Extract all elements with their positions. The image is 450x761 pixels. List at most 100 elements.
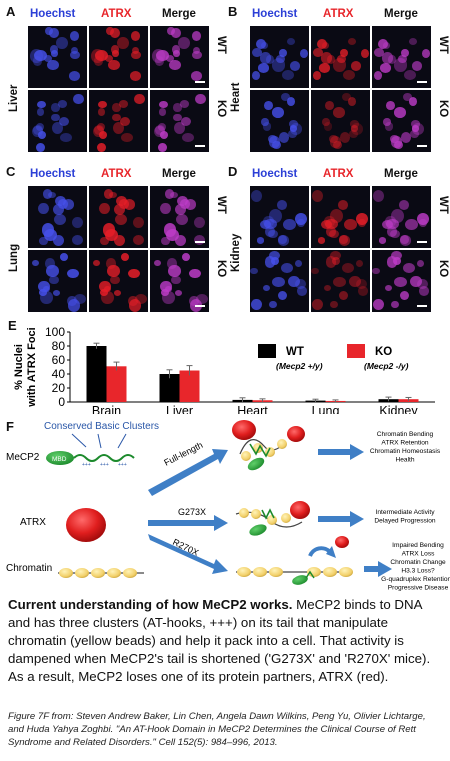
panel-c: C Hoechst ATRX Merge Lung WT KO: [6, 166, 224, 318]
caption-heading: Current understanding of how MeCP2 works…: [8, 597, 292, 612]
micrograph-wt-atrx: [89, 186, 148, 248]
micrograph-wt-hoechst: [250, 186, 309, 248]
channel-label-atrx: ATRX: [101, 168, 131, 180]
panel-a: A Hoechst ATRX Merge Liver WT KO: [6, 6, 224, 158]
channel-label-merge: Merge: [384, 168, 418, 180]
micrograph-ko-atrx: [311, 90, 370, 152]
bar-wt-liver: [160, 374, 180, 402]
genotype-label-ko: KO: [215, 260, 227, 277]
outcome-r270x: Impaired Bending ATRX Loss Chromatin Chang…: [381, 542, 450, 592]
micrograph-wt-atrx: [311, 186, 370, 248]
tissue-label-lung: Lung: [8, 244, 20, 272]
micrograph-wt-hoechst: [28, 186, 87, 248]
micrograph-ko-merge: [150, 250, 209, 312]
channel-label-hoechst: Hoechst: [252, 8, 297, 20]
panel-b: B Hoechst ATRX Merge Heart WT KO: [228, 6, 446, 158]
cluster-plus-2: +++: [100, 462, 109, 468]
atrx-label: ATRX: [20, 517, 46, 528]
conserved-cluster-arrows: [72, 434, 126, 448]
y-tick-label: 0: [58, 395, 65, 409]
scale-bar: [195, 241, 205, 243]
scale-bar: [417, 81, 427, 83]
genotype-label-ko: KO: [437, 260, 449, 277]
atrx-protein: [66, 508, 106, 542]
genotype-label-wt: WT: [215, 196, 227, 214]
micrograph-wt-merge: [150, 26, 209, 88]
outcome-line: Progressive Disease: [388, 585, 449, 592]
scale-bar: [417, 241, 427, 243]
mecp2-tail: [74, 455, 134, 461]
legend-swatch-ko: [347, 344, 365, 358]
micrograph-ko-atrx: [89, 90, 148, 152]
arrow-g273x-label: G273X: [178, 507, 206, 517]
panel-d: D Hoechst ATRX Merge Kidney WT KO: [228, 166, 446, 318]
legend-sub-ko: (Mecp2 -/y): [364, 361, 409, 371]
outcome-line: Delayed Progression: [374, 518, 436, 525]
figure-citation: Figure 7F from: Steven Andrew Baker, Lin…: [8, 710, 444, 749]
micrograph-wt-atrx: [89, 26, 148, 88]
y-axis-label-line1: % Nuclei: [13, 344, 25, 390]
legend-label-ko: KO: [375, 346, 392, 358]
micrograph-wt-atrx: [311, 26, 370, 88]
nucleosome-bead: [323, 567, 337, 577]
nucleosome-bead: [339, 567, 353, 577]
x-tick-label-heart: Heart: [237, 404, 268, 414]
y-tick-label: 100: [45, 325, 65, 339]
micrograph-wt-hoechst: [250, 26, 309, 88]
figure-caption: Current understanding of how MeCP2 works…: [8, 596, 444, 686]
y-tick-label: 80: [52, 339, 66, 353]
cluster-plus-1: +++: [82, 462, 91, 468]
outcome-g273x: Intermediate Activity Delayed Progression: [374, 509, 436, 525]
bar-wt-brain: [87, 346, 107, 402]
outcome-full-length: Chromatin Bending ATRX Retention Chromatin…: [370, 431, 441, 464]
full-length-complex: [232, 420, 305, 473]
g273x-complex: [236, 501, 310, 538]
scale-bar: [195, 145, 205, 147]
scale-bar: [417, 145, 427, 147]
genotype-label-wt: WT: [437, 196, 449, 214]
panel-e: E 0 20 40 60 80 100 % Nuclei with ATRX Foci Bra…: [0, 318, 450, 414]
channel-label-merge: Merge: [162, 8, 196, 20]
channel-label-hoechst: Hoechst: [30, 168, 75, 180]
channel-label-hoechst: Hoechst: [252, 168, 297, 180]
nucleosome-bead: [91, 568, 105, 578]
r270x-complex: [236, 536, 353, 586]
cluster-plus-3: +++: [118, 462, 127, 468]
genotype-label-ko: KO: [215, 100, 227, 117]
outcome-line: Chromatin Change: [390, 559, 446, 566]
panel-f: F Conserved Basic Clusters MeCP2 MBD +++…: [0, 414, 450, 594]
genotype-label-wt: WT: [215, 36, 227, 54]
y-tick-label: 40: [52, 367, 66, 381]
channel-label-merge: Merge: [384, 8, 418, 20]
nucleosome-bead: [75, 568, 89, 578]
channel-label-atrx: ATRX: [323, 8, 353, 20]
outcome-line: Health: [395, 457, 414, 464]
outcome-line: Intermediate Activity: [375, 509, 435, 516]
conserved-clusters-label: Conserved Basic Clusters: [44, 421, 159, 432]
y-axis-label-line2: with ATRX Foci: [26, 327, 38, 407]
genotype-label-wt: WT: [437, 36, 449, 54]
mbd-label: MBD: [52, 456, 67, 463]
channel-label-hoechst: Hoechst: [30, 8, 75, 20]
outcome-line: Chromatin Homeostasis: [370, 448, 441, 455]
micrograph-ko-atrx: [311, 250, 370, 312]
channel-label-merge: Merge: [162, 168, 196, 180]
tissue-label-kidney: Kidney: [230, 234, 242, 272]
chromatin-label: Chromatin: [6, 563, 52, 574]
y-tick-label: 60: [52, 353, 66, 367]
outcome-line: G-quadruplex Retention?: [381, 576, 450, 583]
micrograph-ko-hoechst: [28, 90, 87, 152]
nucleosome-bead: [59, 568, 73, 578]
micrograph-ko-merge: [150, 90, 209, 152]
nucleosome-bead: [237, 567, 251, 577]
panel-label-b: B: [228, 4, 237, 19]
nucleosome-bead: [123, 568, 137, 578]
genotype-label-ko: KO: [437, 100, 449, 117]
tissue-label-liver: Liver: [8, 85, 20, 113]
legend-swatch-wt: [258, 344, 276, 358]
scale-bar: [195, 81, 205, 83]
micrograph-wt-merge: [372, 186, 431, 248]
micrograph-ko-merge: [372, 250, 431, 312]
x-tick-label-kidney: Kidney: [379, 404, 418, 414]
